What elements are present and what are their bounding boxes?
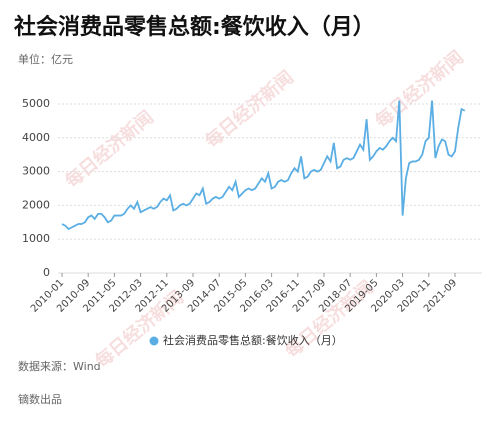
legend-label: 社会消费品零售总额:餐饮收入（月）	[163, 333, 343, 347]
y-tick-label: 3000	[22, 165, 50, 178]
y-tick-label: 5000	[22, 97, 50, 110]
y-tick-label: 2000	[22, 198, 50, 211]
subtitle: 单位：亿元	[18, 52, 73, 66]
y-tick-label: 0	[43, 266, 50, 279]
y-tick-label: 1000	[22, 232, 50, 245]
watermark: 每日经济新闻	[371, 46, 468, 132]
source: 数据来源：Wind	[18, 359, 101, 373]
y-tick-label: 4000	[22, 131, 50, 144]
credit: 镝数出品	[18, 392, 62, 406]
chart-title: 社会消费品零售总额:餐饮收入（月）	[14, 14, 375, 40]
line-series	[61, 100, 466, 231]
watermark: 每日经济新闻	[201, 66, 298, 152]
watermark: 每日经济新闻	[61, 106, 158, 192]
legend-marker	[149, 336, 159, 346]
